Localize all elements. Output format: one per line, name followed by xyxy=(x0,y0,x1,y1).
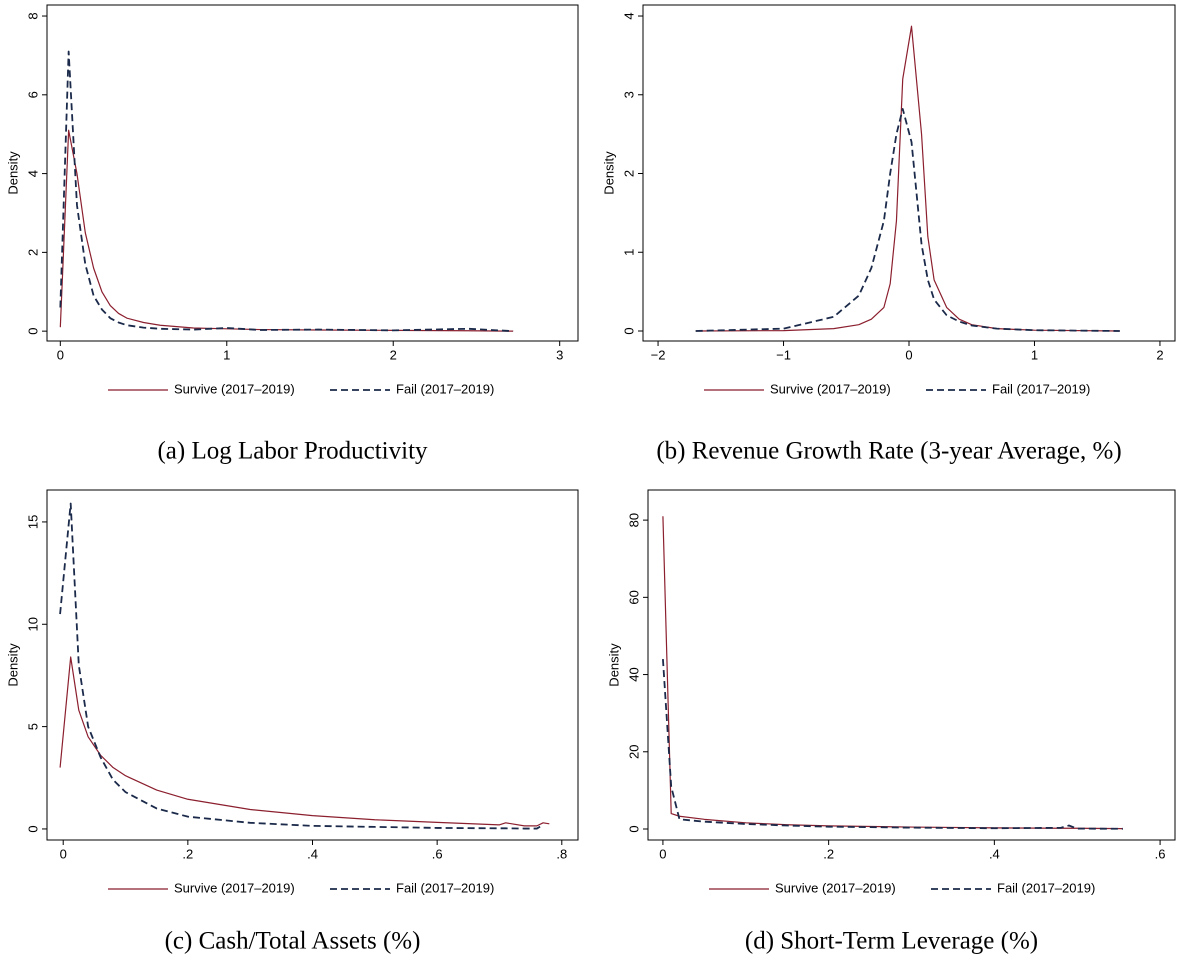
plot-frame xyxy=(642,4,1176,342)
y-tick-label: 0 xyxy=(626,825,641,832)
y-tick-label: 20 xyxy=(626,745,641,759)
plot-frame xyxy=(647,489,1176,841)
caption: (b) Revenue Growth Rate (3-year Average,… xyxy=(656,438,1121,465)
y-tick-label: 2 xyxy=(25,249,40,256)
caption: (d) Short-Term Leverage (%) xyxy=(745,928,1038,955)
x-tick-label: .6 xyxy=(1155,846,1166,861)
legend-label: Fail (2017–2019) xyxy=(396,381,494,396)
y-tick-label: 5 xyxy=(25,723,40,730)
x-tick-label: 2 xyxy=(390,347,397,362)
x-tick-label: .2 xyxy=(823,846,834,861)
series-line xyxy=(662,516,1123,830)
y-tick-label: 8 xyxy=(25,12,40,19)
x-tick-label: −2 xyxy=(651,347,666,362)
y-tick-label: 0 xyxy=(25,328,40,335)
legend-label: Survive (2017–2019) xyxy=(770,381,891,396)
legend-label: Fail (2017–2019) xyxy=(396,880,494,895)
series-line xyxy=(59,502,544,830)
x-tick-label: 0 xyxy=(905,347,912,362)
legend-label: Fail (2017–2019) xyxy=(997,880,1095,895)
y-tick-label: 0 xyxy=(621,327,636,334)
y-axis-label: Density xyxy=(606,643,621,687)
series-line xyxy=(695,108,1120,332)
series-line xyxy=(662,659,1123,830)
caption: (c) Cash/Total Assets (%) xyxy=(165,928,421,955)
x-tick-label: 0 xyxy=(60,846,67,861)
legend-label: Survive (2017–2019) xyxy=(775,880,896,895)
x-tick-label: 1 xyxy=(223,347,230,362)
y-tick-label: 1 xyxy=(621,249,636,256)
x-tick-label: 1 xyxy=(1031,347,1038,362)
legend-label: Fail (2017–2019) xyxy=(992,381,1090,396)
x-tick-label: −1 xyxy=(776,347,791,362)
plot-frame xyxy=(46,489,579,841)
x-tick-label: .8 xyxy=(556,846,567,861)
x-tick-label: .6 xyxy=(432,846,443,861)
y-axis-label: Density xyxy=(5,151,20,195)
series-line xyxy=(59,50,514,333)
y-axis-label: Density xyxy=(5,643,20,687)
y-tick-label: 3 xyxy=(621,91,636,98)
plot-frame xyxy=(46,4,579,342)
y-tick-label: 60 xyxy=(626,590,641,604)
x-tick-label: 0 xyxy=(659,846,666,861)
y-tick-label: 15 xyxy=(25,515,40,529)
y-tick-label: 10 xyxy=(25,617,40,631)
x-tick-label: 2 xyxy=(1156,347,1163,362)
y-tick-label: 0 xyxy=(25,825,40,832)
x-tick-label: .4 xyxy=(307,846,318,861)
y-tick-label: 4 xyxy=(25,170,40,177)
series-line xyxy=(695,25,1120,332)
legend-label: Survive (2017–2019) xyxy=(174,880,295,895)
series-line xyxy=(59,129,514,332)
x-tick-label: .4 xyxy=(989,846,1000,861)
y-tick-label: 2 xyxy=(621,170,636,177)
y-tick-label: 80 xyxy=(626,513,641,527)
y-axis-label: Density xyxy=(601,151,616,195)
series-line xyxy=(59,656,550,827)
x-tick-label: 3 xyxy=(556,347,563,362)
caption: (a) Log Labor Productivity xyxy=(157,438,428,465)
x-tick-label: 0 xyxy=(57,347,64,362)
legend-label: Survive (2017–2019) xyxy=(174,381,295,396)
y-tick-label: 4 xyxy=(621,12,636,19)
y-tick-label: 40 xyxy=(626,667,641,681)
y-tick-label: 6 xyxy=(25,91,40,98)
x-tick-label: .2 xyxy=(182,846,193,861)
